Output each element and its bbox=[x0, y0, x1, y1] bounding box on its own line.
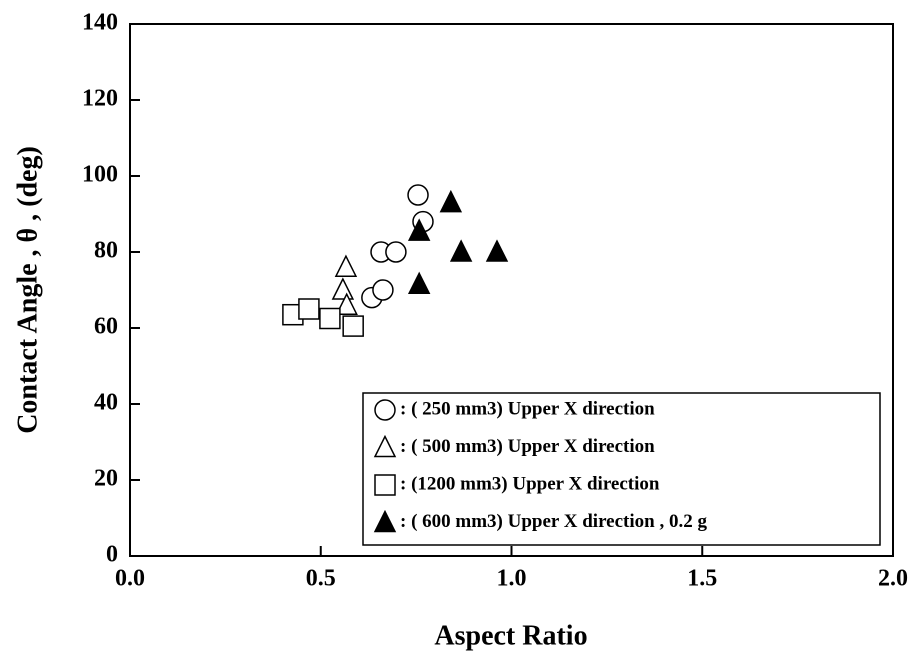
legend-marker bbox=[374, 474, 396, 496]
x-tick-label: 0.0 bbox=[115, 566, 145, 592]
legend-text: : (1200 mm3) Upper X direction bbox=[400, 473, 660, 494]
data-point bbox=[485, 239, 509, 262]
y-tick-label: 40 bbox=[94, 390, 118, 416]
legend-text: : ( 500 mm3) Upper X direction bbox=[400, 436, 655, 457]
data-point bbox=[334, 254, 358, 277]
y-tick-label: 60 bbox=[94, 314, 118, 340]
data-point bbox=[407, 184, 429, 206]
data-point bbox=[372, 279, 394, 301]
data-point bbox=[449, 239, 473, 262]
y-tick-label: 80 bbox=[94, 238, 118, 264]
data-point bbox=[439, 189, 463, 213]
legend-marker bbox=[374, 399, 396, 421]
x-axis-label: Aspect Ratio bbox=[434, 620, 587, 651]
data-point bbox=[335, 292, 358, 315]
data-point bbox=[407, 218, 431, 241]
legend-marker bbox=[373, 434, 397, 458]
y-tick-label: 140 bbox=[82, 10, 118, 36]
legend-marker bbox=[373, 509, 397, 533]
legend-box bbox=[362, 392, 881, 546]
legend-text: : ( 600 mm3) Upper X direction , 0.2 g bbox=[400, 511, 707, 532]
data-point bbox=[298, 298, 320, 320]
y-tick-label: 100 bbox=[82, 162, 118, 188]
x-tick-label: 1.5 bbox=[687, 566, 717, 592]
x-tick-label: 1.0 bbox=[497, 566, 527, 592]
x-tick-label: 2.0 bbox=[878, 566, 908, 592]
y-axis-label: Contact Angle , θ , (deg) bbox=[12, 146, 43, 434]
data-point bbox=[407, 271, 431, 295]
data-point bbox=[342, 315, 364, 337]
legend-text: : ( 250 mm3) Upper X direction bbox=[400, 398, 655, 419]
data-point bbox=[331, 277, 355, 300]
data-point bbox=[319, 307, 341, 330]
y-tick-label: 20 bbox=[94, 466, 118, 492]
x-tick-label: 0.5 bbox=[306, 566, 336, 592]
data-point bbox=[385, 241, 407, 263]
y-tick-label: 0 bbox=[106, 542, 118, 568]
y-tick-label: 120 bbox=[82, 86, 118, 112]
